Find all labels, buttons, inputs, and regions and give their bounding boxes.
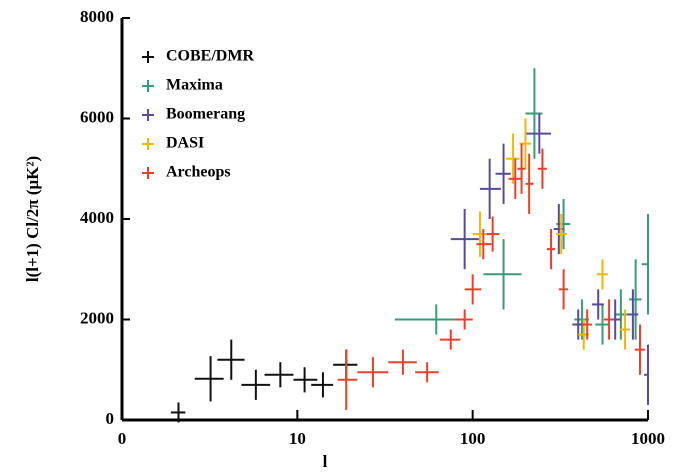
legend-label: DASI	[166, 135, 204, 152]
legend-label: COBE/DMR	[166, 48, 254, 65]
legend-label: Maxima	[166, 77, 223, 94]
y-tick-label: 8000	[80, 7, 114, 26]
y-tick-label: 2000	[80, 308, 114, 327]
x-tick-label: 100	[460, 429, 486, 448]
y-tick-label: 0	[106, 409, 115, 428]
x-tick-label: 1000	[631, 429, 665, 448]
y-tick-label: 6000	[80, 107, 114, 126]
legend-label: Boomerang	[166, 106, 245, 123]
legend-label: Archeops	[166, 164, 231, 181]
x-tick-label: 10	[289, 429, 306, 448]
x-tick-label: 0	[118, 429, 127, 448]
y-tick-label: 4000	[80, 208, 114, 227]
y-axis-label: l(l+1) Cl/2π (μK²)	[23, 156, 42, 282]
x-axis-label: l	[323, 452, 328, 471]
